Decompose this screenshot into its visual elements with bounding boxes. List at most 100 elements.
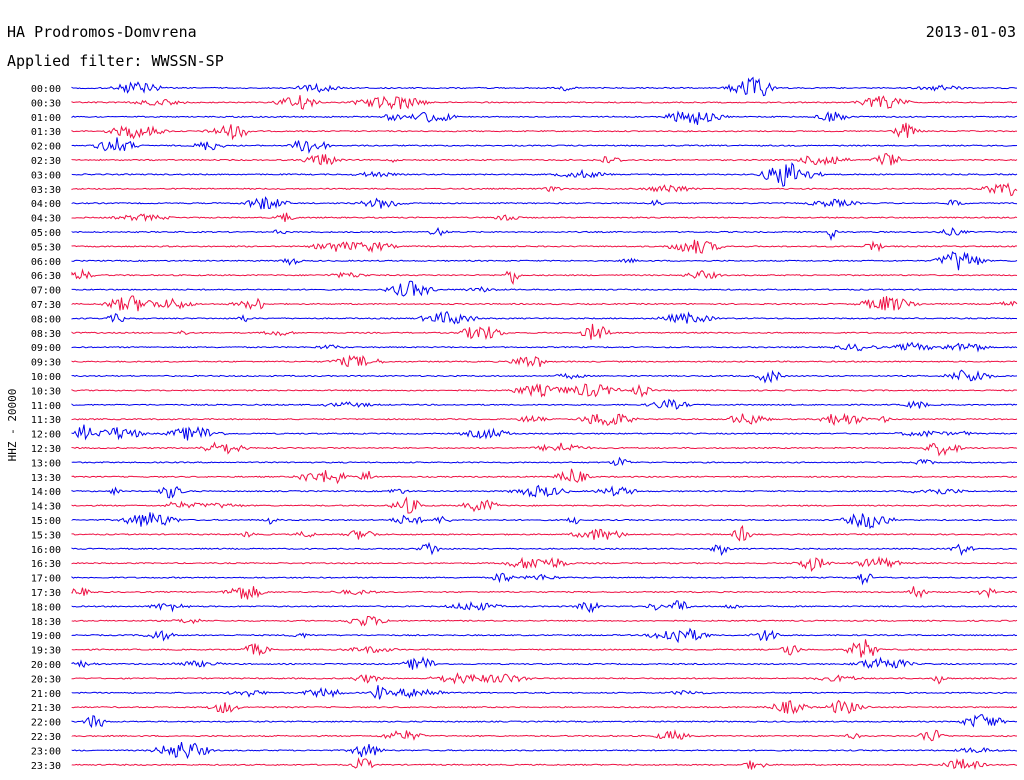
row-time-label: 23:30 (31, 761, 61, 772)
trace-line (71, 729, 1018, 742)
row-time-label: 07:00 (31, 286, 61, 297)
trace-line (71, 572, 1018, 586)
row-time-label: 12:00 (31, 430, 61, 441)
row-time-label: 23:00 (31, 746, 61, 757)
trace-line (71, 268, 1018, 286)
trace-line (71, 685, 1018, 700)
trace-line (71, 600, 1018, 614)
row-time-label: 19:30 (31, 646, 61, 657)
trace-line (71, 424, 1018, 441)
row-time-label: 22:30 (31, 732, 61, 743)
trace-line (71, 354, 1018, 368)
trace-line (71, 383, 1018, 398)
row-time-label: 22:00 (31, 718, 61, 729)
row-time-label: 17:00 (31, 574, 61, 585)
y-axis-label: HHZ - 20000 (6, 389, 19, 462)
station-title: HA Prodromos-Domvrena (7, 23, 197, 41)
trace-line (71, 323, 1018, 341)
trace-line (71, 182, 1018, 197)
row-time-label: 20:00 (31, 660, 61, 671)
trace-line (71, 295, 1018, 312)
trace-line (71, 227, 1018, 242)
row-time-label: 08:30 (31, 329, 61, 340)
trace-line (71, 656, 1018, 670)
row-time-label: 11:30 (31, 415, 61, 426)
trace-line (71, 639, 1018, 658)
row-time-label: 15:00 (31, 516, 61, 527)
trace-line (71, 484, 1018, 499)
row-time-label: 18:30 (31, 617, 61, 628)
row-time-label: 20:30 (31, 674, 61, 685)
trace-line (71, 239, 1018, 254)
row-time-label: 06:00 (31, 257, 61, 268)
row-time-label: 04:30 (31, 214, 61, 225)
row-time-label: 01:30 (31, 127, 61, 138)
row-time-label: 04:00 (31, 199, 61, 210)
row-time-label: 05:30 (31, 242, 61, 253)
row-time-label: 06:30 (31, 271, 61, 282)
trace-line (71, 412, 1018, 427)
row-time-label: 16:30 (31, 559, 61, 570)
row-time-label: 07:30 (31, 300, 61, 311)
row-time-label: 01:00 (31, 113, 61, 124)
row-time-label: 03:30 (31, 185, 61, 196)
date-label: 2013-01-03 (926, 23, 1016, 41)
trace-line (71, 76, 1018, 97)
trace-line (71, 153, 1018, 166)
trace-line (71, 441, 1018, 457)
row-time-label: 05:00 (31, 228, 61, 239)
trace-line (71, 615, 1018, 627)
row-time-label: 19:00 (31, 631, 61, 642)
trace-line (71, 512, 1018, 530)
trace-rows: 00:00 00:30 01:00 01:30 02:00 02:30 03:00 03:30… (31, 76, 1018, 772)
trace-line (71, 456, 1018, 467)
trace-line (71, 627, 1018, 644)
row-time-label: 10:00 (31, 372, 61, 383)
trace-line (71, 369, 1018, 384)
trace-line (71, 672, 1018, 685)
row-time-label: 11:00 (31, 401, 61, 412)
trace-line (71, 496, 1018, 514)
row-time-label: 21:00 (31, 689, 61, 700)
trace-line (71, 212, 1018, 222)
row-time-label: 09:00 (31, 343, 61, 354)
row-time-label: 15:30 (31, 530, 61, 541)
trace-line (71, 555, 1018, 573)
trace-line (71, 310, 1018, 325)
row-time-label: 17:30 (31, 588, 61, 599)
row-time-label: 13:00 (31, 458, 61, 469)
trace-line (71, 741, 1018, 760)
trace-line (71, 586, 1018, 600)
trace-line (71, 110, 1018, 125)
row-time-label: 18:00 (31, 602, 61, 613)
trace-line (71, 699, 1018, 715)
trace-line (71, 196, 1018, 210)
trace-line (71, 541, 1018, 557)
row-time-label: 10:30 (31, 386, 61, 397)
row-time-label: 00:00 (31, 84, 61, 95)
trace-line (71, 714, 1018, 729)
trace-line (71, 251, 1018, 271)
trace-line (71, 162, 1018, 187)
row-time-label: 16:00 (31, 545, 61, 556)
trace-line (71, 95, 1018, 110)
row-time-label: 02:30 (31, 156, 61, 167)
row-time-label: 21:30 (31, 703, 61, 714)
row-time-label: 09:30 (31, 358, 61, 369)
trace-line (71, 280, 1018, 297)
row-time-label: 08:00 (31, 314, 61, 325)
trace-line (71, 341, 1018, 353)
filter-label: Applied filter: WWSSN-SP (7, 52, 224, 70)
row-time-label: 02:00 (31, 142, 61, 153)
row-time-label: 03:00 (31, 170, 61, 181)
row-time-label: 14:00 (31, 487, 61, 498)
row-time-label: 14:30 (31, 502, 61, 513)
row-time-label: 13:30 (31, 473, 61, 484)
trace-line (71, 756, 1018, 770)
trace-line (71, 398, 1018, 410)
row-time-label: 00:30 (31, 98, 61, 109)
trace-line (71, 468, 1018, 485)
trace-line (71, 137, 1018, 154)
trace-line (71, 122, 1018, 141)
